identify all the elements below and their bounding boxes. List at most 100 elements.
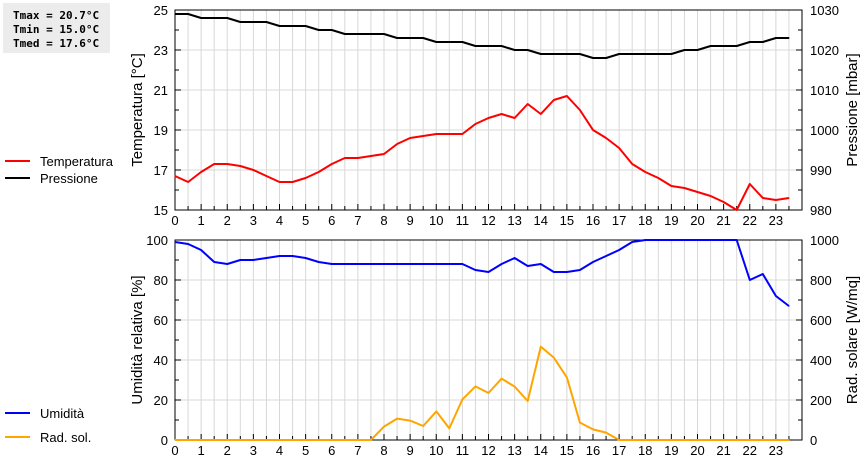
x-axis-tick-label: 6 — [328, 213, 335, 228]
data-point-rad-sol — [514, 386, 516, 388]
data-point-pressione — [226, 17, 228, 19]
x-axis-tick-label: 12 — [481, 443, 495, 458]
data-point-rad-sol — [213, 439, 215, 441]
data-point-rad-sol — [657, 439, 659, 441]
data-point-pressione — [422, 37, 424, 39]
data-point-rad-sol — [788, 439, 790, 441]
data-point-rad-sol — [540, 346, 542, 348]
x-axis-tick-label: 1 — [198, 443, 205, 458]
x-axis-tick-label: 11 — [456, 213, 470, 228]
data-point-pressione — [318, 29, 320, 31]
data-point-umidit — [487, 271, 490, 273]
right-axis-tick-label: 980 — [810, 203, 832, 218]
x-axis-tick-label: 15 — [560, 213, 574, 228]
x-axis-tick-label: 17 — [612, 213, 626, 228]
x-axis-tick-label: 3 — [250, 443, 257, 458]
data-point-rad-sol — [461, 398, 463, 400]
data-point-umidit — [527, 265, 529, 267]
data-point-temperatura — [200, 171, 202, 173]
data-point-rad-sol — [500, 378, 503, 380]
x-axis-tick-label: 0 — [171, 443, 178, 458]
data-point-umidit — [187, 243, 189, 245]
x-axis-tick-label: 11 — [456, 443, 470, 458]
data-point-umidit — [213, 261, 215, 263]
x-axis-tick-label: 7 — [354, 443, 361, 458]
data-point-temperatura — [435, 133, 437, 135]
data-point-umidit — [278, 255, 281, 257]
right-axis-title: Rad. solare [W/mq] — [844, 276, 860, 404]
data-point-umidit — [709, 239, 712, 241]
data-point-pressione — [474, 45, 477, 47]
data-point-temperatura — [723, 201, 725, 203]
data-point-umidit — [396, 263, 398, 265]
data-point-temperatura — [775, 199, 777, 201]
x-axis-tick-label: 8 — [380, 443, 387, 458]
x-axis-tick-label: 13 — [507, 443, 521, 458]
data-point-temperatura — [762, 197, 764, 199]
right-axis-tick-label: 200 — [810, 393, 832, 408]
tmin-label: Tmin = 15.0°C — [13, 23, 100, 36]
data-point-umidit — [749, 279, 751, 281]
data-point-umidit — [736, 239, 738, 241]
data-point-umidit — [657, 239, 659, 241]
data-point-rad-sol — [487, 392, 490, 394]
data-point-temperatura — [487, 117, 490, 119]
data-point-rad-sol — [383, 426, 385, 428]
data-point-temperatura — [174, 175, 176, 177]
data-point-umidit — [370, 263, 372, 265]
x-axis-tick-label: 21 — [716, 213, 730, 228]
data-point-temperatura — [670, 185, 672, 187]
x-axis-tick-label: 17 — [612, 443, 626, 458]
series-line-rad-sol — [175, 345, 789, 441]
x-axis-tick-label: 5 — [302, 443, 309, 458]
data-point-pressione — [736, 45, 738, 47]
x-axis-tick-label: 23 — [769, 443, 783, 458]
data-point-temperatura — [396, 143, 398, 145]
x-axis-tick-label: 16 — [586, 443, 600, 458]
legend-label-pressione: Pressione — [40, 171, 98, 186]
data-point-temperatura — [540, 113, 542, 115]
data-point-pressione — [396, 37, 398, 39]
data-point-rad-sol — [291, 439, 294, 441]
plot-frame — [174, 9, 803, 211]
data-point-rad-sol — [344, 439, 346, 441]
x-axis-tick-label: 20 — [690, 443, 704, 458]
data-point-umidit — [357, 263, 359, 265]
data-point-rad-sol — [579, 422, 581, 424]
data-point-rad-sol — [592, 428, 594, 430]
x-axis-tick-label: 19 — [664, 443, 678, 458]
data-point-temperatura — [553, 99, 555, 101]
right-axis-tick-label: 800 — [810, 273, 832, 288]
data-point-pressione — [344, 33, 346, 35]
right-axis-tick-label: 1000 — [810, 123, 839, 138]
data-point-rad-sol — [553, 357, 555, 359]
data-point-rad-sol — [670, 439, 672, 441]
data-point-temperatura — [344, 157, 346, 159]
data-point-pressione — [265, 21, 268, 23]
left-axis-tick-label: 40 — [154, 353, 168, 368]
data-point-rad-sol — [775, 439, 777, 441]
x-axis-tick-label: 10 — [429, 443, 443, 458]
right-axis-tick-label: 1010 — [810, 83, 839, 98]
right-axis-tick-label: 1000 — [810, 233, 839, 248]
data-point-pressione — [618, 53, 620, 55]
data-point-temperatura — [474, 123, 477, 125]
data-point-umidit — [762, 273, 764, 275]
data-point-pressione — [553, 53, 555, 55]
data-point-umidit — [461, 263, 463, 265]
data-point-umidit — [200, 249, 202, 251]
data-point-umidit — [631, 241, 633, 243]
data-point-umidit — [409, 263, 411, 265]
data-point-umidit — [618, 249, 620, 251]
x-axis-tick-label: 9 — [407, 443, 414, 458]
data-point-pressione — [670, 53, 672, 55]
data-point-temperatura — [331, 163, 333, 165]
data-point-umidit — [540, 263, 542, 265]
data-point-temperatura — [579, 109, 581, 111]
data-point-temperatura — [265, 175, 268, 177]
left-axis-tick-label: 0 — [161, 433, 168, 448]
data-point-pressione — [357, 33, 359, 35]
data-point-temperatura — [370, 155, 372, 157]
data-point-pressione — [709, 45, 712, 47]
right-axis-tick-label: 0 — [810, 433, 817, 448]
